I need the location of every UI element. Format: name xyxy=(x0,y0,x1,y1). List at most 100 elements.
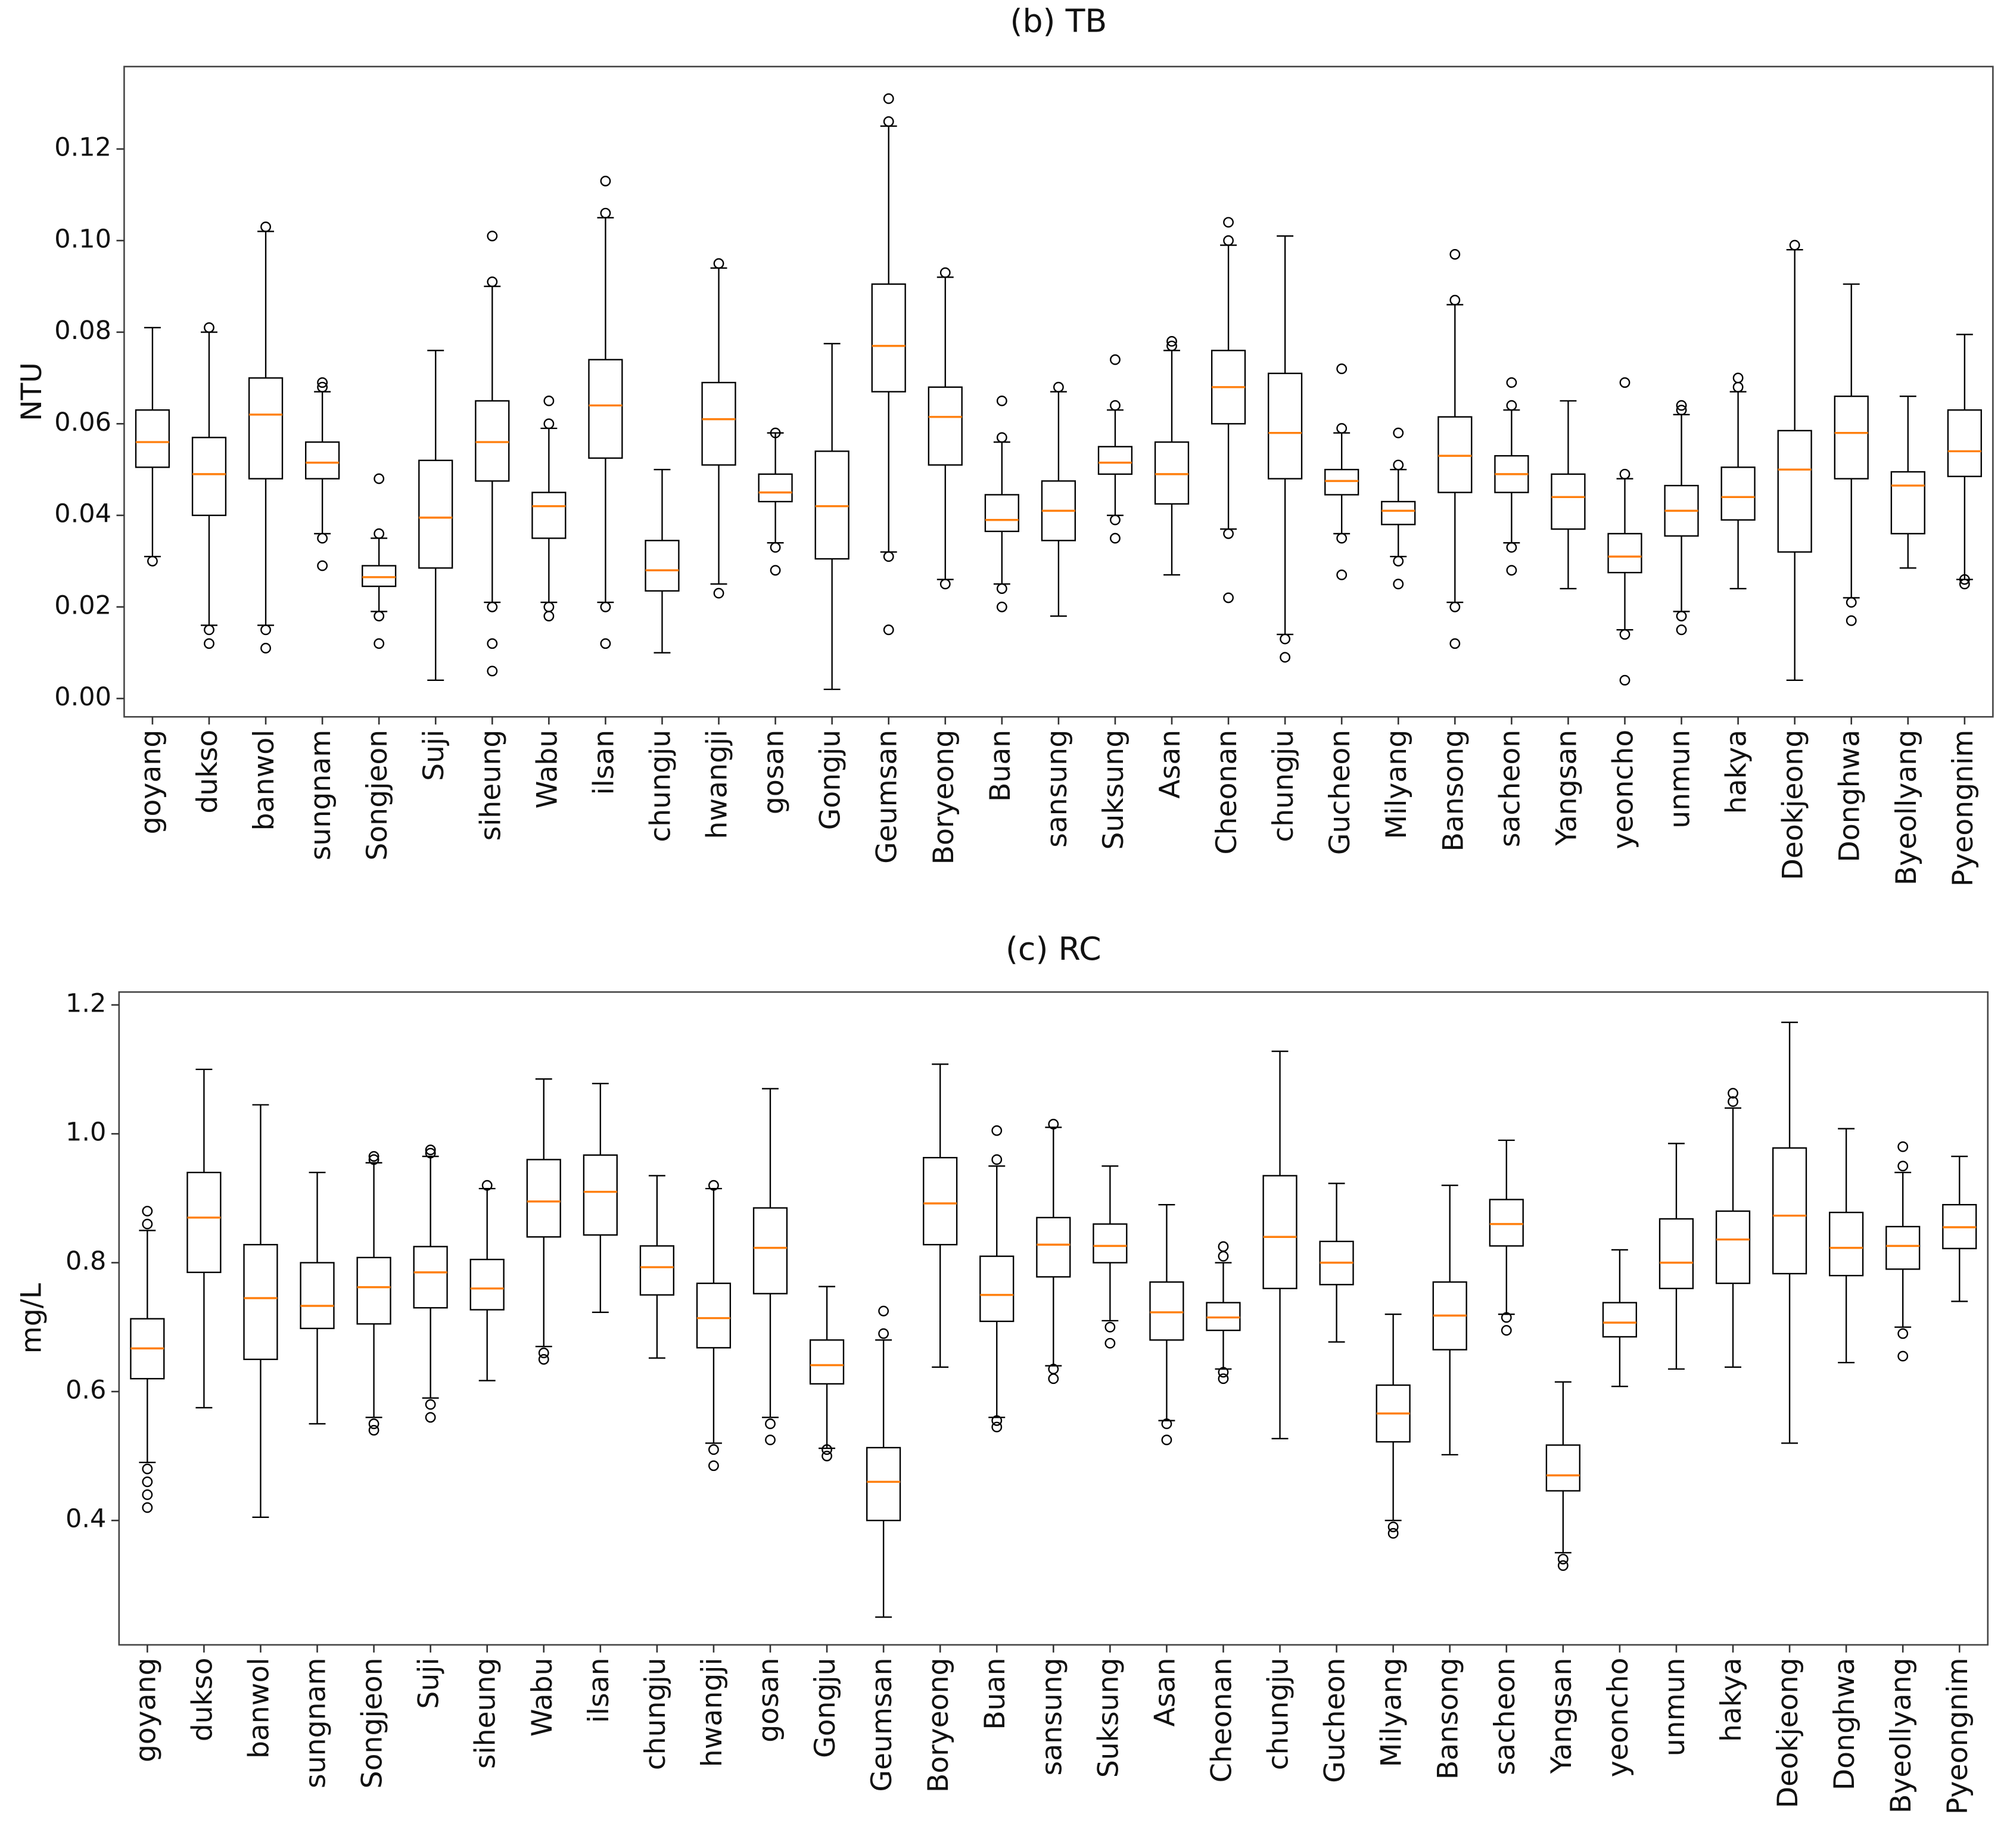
box xyxy=(1602,1302,1638,1338)
flier xyxy=(1387,1527,1399,1539)
flier xyxy=(600,176,611,186)
flier xyxy=(487,665,498,677)
flier xyxy=(1732,381,1744,393)
flier xyxy=(1897,1141,1909,1152)
y-tick-label: 0.02 xyxy=(54,590,111,620)
box xyxy=(362,565,397,587)
flier xyxy=(374,473,385,484)
box xyxy=(1890,471,1925,534)
box xyxy=(1268,372,1303,480)
x-tick-label: Byeollyang xyxy=(1890,730,1923,885)
x-tick-label: sungnam xyxy=(304,730,337,860)
flier xyxy=(204,624,214,636)
flier xyxy=(765,1435,776,1445)
flier xyxy=(317,377,328,388)
flier xyxy=(260,624,271,636)
flier xyxy=(538,1354,549,1365)
box xyxy=(928,386,963,466)
flier xyxy=(996,395,1007,406)
y-axis-label: NTU xyxy=(15,362,48,421)
flier xyxy=(1732,372,1744,384)
flier xyxy=(1676,405,1687,416)
x-tick-label: dukso xyxy=(191,730,224,814)
flier xyxy=(142,1206,153,1217)
box xyxy=(696,1282,732,1349)
flier xyxy=(368,1424,379,1436)
x-tick-label: gosan xyxy=(758,730,791,814)
y-tick-label: 1.0 xyxy=(66,1118,106,1147)
flier xyxy=(1846,597,1857,608)
flier xyxy=(1110,400,1121,411)
box xyxy=(588,359,623,459)
x-tick-label: banwol xyxy=(248,730,281,831)
flier xyxy=(1387,1522,1399,1532)
box xyxy=(871,283,906,393)
x-tick-label: Byeollyang xyxy=(1885,1657,1918,1813)
flier xyxy=(1619,629,1631,640)
x-tick-label: sansung xyxy=(1041,730,1073,848)
flier xyxy=(996,432,1007,443)
box xyxy=(1097,446,1133,475)
flier xyxy=(708,1444,719,1455)
flier xyxy=(770,542,781,553)
flier xyxy=(1506,542,1517,553)
flier xyxy=(1676,624,1687,636)
box xyxy=(243,1244,278,1360)
flier xyxy=(1166,340,1177,351)
flier xyxy=(543,395,555,406)
flier xyxy=(147,555,158,567)
box xyxy=(191,437,227,517)
flier xyxy=(939,267,951,278)
x-tick-label: Suksung xyxy=(1092,1657,1125,1778)
flier xyxy=(1619,468,1631,480)
box xyxy=(300,1262,335,1330)
box xyxy=(639,1245,674,1296)
box xyxy=(248,377,284,480)
flier xyxy=(1223,217,1234,228)
x-tick-label: banwol xyxy=(242,1657,275,1759)
flier xyxy=(1393,555,1404,567)
x-tick-label: Yangsan xyxy=(1545,1657,1578,1774)
flier xyxy=(1280,652,1291,663)
y-tick-label: 0.08 xyxy=(54,316,111,346)
x-tick-label: dukso xyxy=(186,1657,219,1741)
flier xyxy=(878,1328,889,1339)
x-tick-label: goyang xyxy=(129,1657,162,1762)
flier xyxy=(1557,1560,1569,1571)
flier xyxy=(1218,1250,1229,1262)
box xyxy=(1885,1225,1921,1270)
box xyxy=(1829,1211,1864,1277)
x-tick-label: Suji xyxy=(418,730,450,781)
flier xyxy=(368,1418,379,1429)
flier xyxy=(543,418,555,430)
flier xyxy=(883,116,894,127)
x-tick-label: Songjeon xyxy=(356,1657,389,1788)
x-tick-label: sacheon xyxy=(1493,730,1526,847)
x-tick-label: Donghwa xyxy=(1828,1657,1861,1790)
flier xyxy=(770,427,781,438)
flier xyxy=(374,528,385,539)
box xyxy=(1381,500,1416,525)
x-tick-label: chungju xyxy=(644,730,677,842)
flier xyxy=(878,1305,889,1317)
flier xyxy=(1506,400,1517,411)
flier xyxy=(142,1218,153,1230)
flier xyxy=(1336,533,1348,544)
flier xyxy=(1449,248,1461,260)
box xyxy=(984,494,1019,533)
chart-title: (b) TB xyxy=(1010,2,1107,39)
flier xyxy=(600,601,611,612)
flier xyxy=(1959,578,1970,590)
flier xyxy=(538,1348,549,1358)
flier xyxy=(1048,1119,1059,1130)
flier xyxy=(425,1412,436,1423)
flier xyxy=(883,93,894,104)
flier xyxy=(883,624,894,636)
flier xyxy=(1223,235,1234,246)
flier xyxy=(260,221,271,232)
x-tick-label: Pyeongnim xyxy=(1941,1657,1974,1814)
flier xyxy=(1506,565,1517,576)
flier xyxy=(1393,459,1404,471)
flier xyxy=(487,638,498,649)
